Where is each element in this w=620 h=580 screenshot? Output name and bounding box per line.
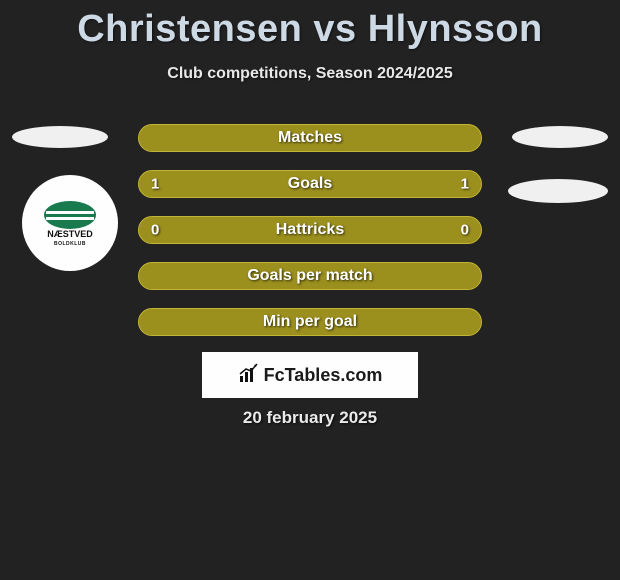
stat-label: Goals per match [247, 267, 372, 285]
stat-row-goals-per-match: Goals per match [138, 262, 482, 290]
stat-left-value: 1 [151, 176, 159, 193]
stat-right-value: 1 [461, 176, 469, 193]
svg-text:BOLDKLUB: BOLDKLUB [54, 241, 86, 247]
player-right-placeholder [512, 126, 608, 148]
stat-left-value: 0 [151, 222, 159, 239]
naestved-logo-icon: NÆSTVED BOLDKLUB [38, 191, 102, 255]
svg-text:NÆSTVED: NÆSTVED [47, 229, 93, 239]
club-left-badge: NÆSTVED BOLDKLUB [22, 175, 118, 271]
club-right-placeholder [508, 179, 608, 203]
stats-container: Matches 1 Goals 1 0 Hattricks 0 Goals pe… [138, 124, 482, 354]
stat-label: Hattricks [276, 221, 344, 239]
stat-right-value: 0 [461, 222, 469, 239]
stat-label: Min per goal [263, 313, 357, 331]
date-text: 20 february 2025 [0, 408, 620, 428]
player-left-placeholder [12, 126, 108, 148]
stat-row-matches: Matches [138, 124, 482, 152]
stat-label: Matches [278, 129, 342, 147]
stat-row-goals: 1 Goals 1 [138, 170, 482, 198]
subtitle: Club competitions, Season 2024/2025 [0, 65, 620, 83]
stat-row-hattricks: 0 Hattricks 0 [138, 216, 482, 244]
chart-icon [238, 362, 260, 389]
watermark-text: FcTables.com [264, 365, 383, 386]
stat-label: Goals [288, 175, 332, 193]
watermark: FcTables.com [202, 352, 418, 398]
page-title: Christensen vs Hlynsson [0, 0, 620, 51]
stat-row-min-per-goal: Min per goal [138, 308, 482, 336]
